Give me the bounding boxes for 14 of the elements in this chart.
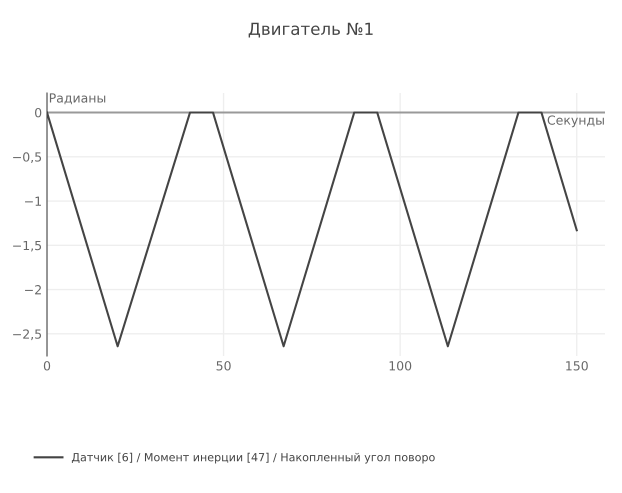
y-tick-label: −2 <box>25 285 41 294</box>
x-tick-label: 50 <box>216 361 231 371</box>
x-axis-title: Секунды <box>548 115 604 128</box>
legend-label: Датчик [6] / Момент инерции [47] / Накопленный угол поворо <box>72 452 435 464</box>
y-tick-label: −1,5 <box>13 240 42 252</box>
y-axis-title: Радианы <box>50 93 106 104</box>
y-tick-label: −0,5 <box>13 152 42 163</box>
x-tick-label: 150 <box>566 361 588 371</box>
y-tick-label: 0 <box>35 108 42 118</box>
x-tick-label: 0 <box>44 361 50 371</box>
x-tick-label: 100 <box>390 361 412 371</box>
y-tick-label: −1 <box>25 196 41 206</box>
y-tick-label: −2,5 <box>13 329 42 340</box>
chart-title: Двигатель №1 <box>248 22 373 38</box>
